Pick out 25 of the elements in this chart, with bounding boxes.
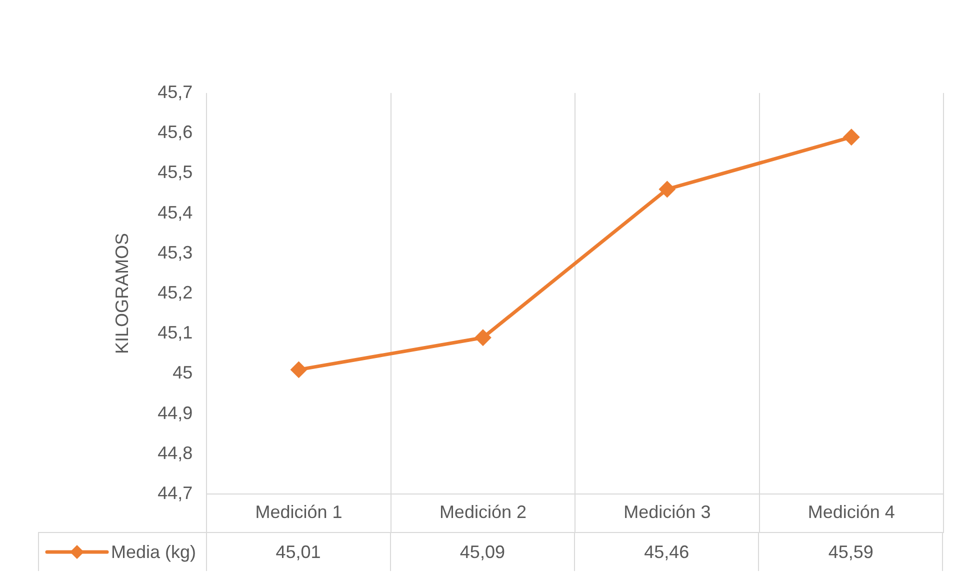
y-tick-label: 45,2: [158, 282, 193, 302]
x-tick-label: Medición 2: [439, 502, 526, 522]
point: [844, 129, 860, 145]
y-tick-label: 44,8: [158, 442, 193, 463]
y-tick-label: 45: [172, 362, 193, 383]
y-tick-label: 45,7: [158, 82, 193, 102]
data-label: 45,09: [460, 542, 505, 562]
y-tick-label: 45,5: [158, 162, 193, 182]
data-label: 45,59: [828, 542, 874, 562]
data-label: 45,46: [644, 542, 690, 562]
point: [659, 181, 675, 197]
point: [475, 330, 491, 346]
y-tick-label: 45,6: [158, 122, 193, 142]
y-tick-label: 44,9: [158, 402, 193, 423]
x-tick-label: Medición 4: [808, 502, 895, 522]
legend-label: Media (kg): [111, 542, 196, 562]
y-tick-label: 45,4: [158, 202, 193, 222]
y-tick-label: 44,7: [158, 482, 193, 503]
y-tick-label: 45,1: [158, 322, 193, 343]
y-axis-title: KILOGRAMOS: [112, 232, 132, 354]
point: [290, 362, 306, 378]
x-tick-label: Medición 1: [255, 502, 342, 522]
x-tick-label: Medición 3: [624, 502, 711, 522]
data-label: 45,01: [276, 542, 321, 562]
y-tick-label: 45,3: [158, 242, 193, 262]
